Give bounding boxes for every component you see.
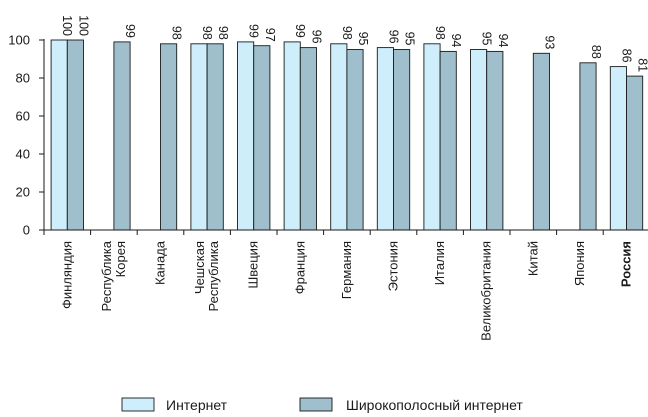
y-tick-label: 100 [8,33,30,48]
data-label: 98 [433,26,447,40]
bar-broadband [486,50,504,231]
y-tick-label: 20 [16,185,30,200]
y-tick-label: 80 [16,71,30,86]
data-label: 96 [386,30,400,44]
data-label: 100 [76,15,90,36]
bar-internet [423,43,441,231]
legend-item: Интернет [121,397,228,413]
bar-internet [283,41,301,231]
x-tick-label: Финляндия [59,241,74,309]
bar-broadband [393,49,411,231]
bar-broadband [206,43,224,231]
x-tick-label: Корея [113,241,128,277]
data-label: 98 [216,26,230,40]
bar-broadband [66,39,84,231]
y-tick-label: 0 [23,223,30,238]
x-tick-label: Китай [525,241,540,276]
x-tick-label: Россия [619,241,634,287]
bar-internet [376,47,394,231]
bar-broadband [113,41,131,231]
bar-broadband [253,45,271,231]
data-label: 99 [247,24,261,38]
y-axis: 0 20 40 60 80 100 [8,33,45,238]
data-label: 96 [309,30,323,44]
x-tick-label: Германия [339,241,354,299]
legend: Интернет Широкополосный интернет [121,397,523,413]
x-tick-label: Франция [292,241,307,294]
x-tick-label: Республика [99,240,114,311]
x-tick-label: Япония [572,241,587,286]
y-tick-label: 60 [16,109,30,124]
bar-internet [330,43,348,231]
y-tick-label: 40 [16,147,30,162]
legend-label: Интернет [166,397,228,413]
bar-broadband [626,75,644,231]
bar-broadband [299,47,317,231]
data-label: 88 [589,45,603,59]
bar-internet [50,39,68,231]
bar-internet [470,49,488,231]
data-label: 97 [263,28,277,42]
legend-swatch [121,397,155,412]
x-tick-label: Швеция [246,241,261,289]
x-axis: Финляндия Республика Корея Канада Чешская Рес… [43,229,648,341]
data-label: 95 [356,32,370,46]
data-label: 93 [542,35,556,49]
data-label: 100 [60,15,74,36]
legend-label: Широкополосный интернет [346,397,523,413]
data-label: 86 [619,49,633,63]
bar-broadband [439,50,457,231]
x-tick-label: Чешская [192,241,207,294]
bar-broadband [532,52,550,231]
data-label: 98 [200,26,214,40]
x-tick-label: Эстония [386,241,401,291]
bar-broadband [160,43,178,231]
x-tick-label: Великобритания [479,241,494,341]
x-tick-label: Италия [432,241,447,285]
bars [50,39,644,231]
legend-item: Широкополосный интернет [299,397,523,413]
data-label: 98 [340,26,354,40]
data-label: 95 [403,32,417,46]
bar-broadband [346,49,364,231]
legend-swatch [299,397,333,412]
bar-internet [609,66,627,231]
data-label: 94 [449,33,463,47]
bar-internet [237,41,255,231]
data-label: 95 [480,32,494,46]
data-label: 99 [123,24,137,38]
bar-broadband [579,62,597,231]
x-tick-label: Республика [206,240,221,311]
bar-internet [190,43,208,231]
data-label: 81 [636,58,648,72]
data-label: 98 [170,26,184,40]
data-label: 99 [293,24,307,38]
data-label: 94 [496,33,510,47]
x-tick-label: Канада [153,240,168,285]
